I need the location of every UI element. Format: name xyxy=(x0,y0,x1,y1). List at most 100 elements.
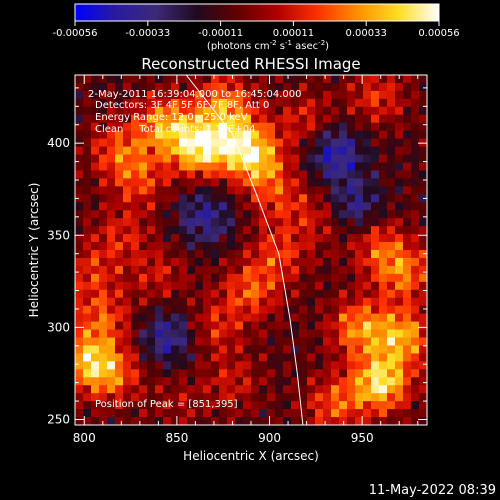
heatmap-cell xyxy=(131,385,140,394)
heatmap-cell xyxy=(395,297,404,307)
heatmap-cell xyxy=(227,122,236,132)
heatmap-cell xyxy=(355,98,364,108)
heatmap-cell xyxy=(331,377,340,386)
heatmap-cell xyxy=(99,369,108,378)
heatmap-cell xyxy=(211,369,220,378)
heatmap-cell xyxy=(163,218,172,227)
heatmap-cell xyxy=(371,146,380,156)
heatmap-cell xyxy=(267,409,276,418)
heatmap-cell xyxy=(355,305,364,315)
heatmap-cell xyxy=(203,385,212,394)
heatmap-cell xyxy=(123,305,132,315)
heatmap-cell xyxy=(107,226,116,235)
heatmap-cell xyxy=(179,162,188,171)
heatmap-cell xyxy=(123,114,132,124)
heatmap-cell xyxy=(355,273,364,283)
heatmap-cell xyxy=(115,353,124,362)
heatmap-cell xyxy=(83,210,92,219)
heatmap-cell xyxy=(275,186,284,195)
heatmap-cell xyxy=(315,202,324,211)
heatmap-layer xyxy=(75,75,427,425)
heatmap-cell xyxy=(171,218,180,227)
heatmap-cell xyxy=(419,90,427,100)
colorbar-tick-label: 0.00056 xyxy=(418,28,459,39)
heatmap-cell xyxy=(291,321,300,331)
heatmap-cell xyxy=(131,273,140,283)
heatmap-cell xyxy=(299,417,308,425)
heatmap-cell xyxy=(171,257,180,267)
heatmap-cell xyxy=(363,273,372,283)
heatmap-cell xyxy=(83,353,92,362)
heatmap-cell xyxy=(123,138,132,148)
heatmap-cell xyxy=(363,234,372,243)
heatmap-cell xyxy=(371,257,380,267)
heatmap-cell xyxy=(275,409,284,418)
heatmap-cell xyxy=(251,178,260,187)
heatmap-cell xyxy=(339,242,348,251)
heatmap-cell xyxy=(131,401,140,410)
heatmap-cell xyxy=(387,250,396,259)
heatmap-cell xyxy=(179,106,188,116)
heatmap-cell xyxy=(403,409,412,418)
heatmap-cell xyxy=(155,321,164,331)
heatmap-cell xyxy=(411,75,420,84)
heatmap-cell xyxy=(179,345,188,354)
heatmap-cell xyxy=(307,162,316,171)
heatmap-cell xyxy=(411,178,420,187)
heatmap-cell xyxy=(275,417,284,425)
heatmap-cell xyxy=(75,178,84,187)
heatmap-cell xyxy=(251,417,260,425)
heatmap-cell xyxy=(123,353,132,362)
heatmap-cell xyxy=(211,162,220,171)
heatmap-cell xyxy=(123,186,132,195)
heatmap-cell xyxy=(211,138,220,148)
heatmap-cell xyxy=(83,90,92,100)
heatmap-cell xyxy=(315,297,324,307)
heatmap-cell xyxy=(139,417,148,425)
heatmap-cell xyxy=(267,257,276,267)
heatmap-cell xyxy=(147,194,156,203)
heatmap-cell xyxy=(99,353,108,362)
heatmap-cell xyxy=(347,98,356,108)
heatmap-cell xyxy=(355,75,364,84)
colorbar-gradient xyxy=(75,4,439,21)
heatmap-cell xyxy=(395,265,404,275)
heatmap-cell xyxy=(203,305,212,315)
heatmap-cell xyxy=(251,226,260,235)
heatmap-cell xyxy=(411,393,420,402)
heatmap-cell xyxy=(267,138,276,148)
heatmap-cell xyxy=(251,98,260,108)
heatmap-cell xyxy=(219,170,228,179)
heatmap-cell xyxy=(75,257,84,267)
heatmap-cell xyxy=(403,281,412,291)
heatmap-cell xyxy=(387,273,396,283)
heatmap-cell xyxy=(115,369,124,378)
heatmap-cell xyxy=(307,234,316,243)
heatmap-cell xyxy=(131,289,140,299)
heatmap-cell xyxy=(307,281,316,291)
heatmap-cell xyxy=(379,361,388,370)
heatmap-cell xyxy=(283,345,292,354)
heatmap-cell xyxy=(219,361,228,370)
heatmap-cell xyxy=(339,305,348,315)
heatmap-cell xyxy=(347,170,356,179)
heatmap-cell xyxy=(315,409,324,418)
heatmap-cell xyxy=(195,178,204,187)
heatmap-cell xyxy=(147,226,156,235)
heatmap-cell xyxy=(371,417,380,425)
heatmap-cell xyxy=(371,130,380,140)
heatmap-cell xyxy=(283,273,292,283)
heatmap-cell xyxy=(243,154,252,163)
heatmap-cell xyxy=(131,409,140,418)
x-axis-label: Heliocentric X (arcsec) xyxy=(183,449,319,463)
heatmap-cell xyxy=(347,234,356,243)
heatmap-cell xyxy=(235,250,244,259)
heatmap-cell xyxy=(355,353,364,362)
heatmap-cell xyxy=(403,265,412,275)
heatmap-cell xyxy=(235,265,244,275)
heatmap-cell xyxy=(83,281,92,291)
heatmap-cell xyxy=(147,361,156,370)
heatmap-cell xyxy=(115,337,124,346)
heatmap-cell xyxy=(99,361,108,370)
heatmap-cell xyxy=(107,210,116,219)
